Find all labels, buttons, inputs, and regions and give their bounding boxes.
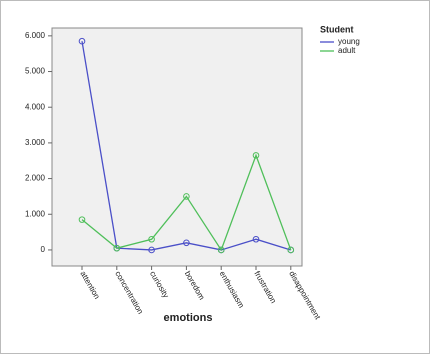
point-marker bbox=[252, 152, 260, 159]
x-axis-label: emotions bbox=[164, 312, 213, 324]
y-tick-label: 5.000 bbox=[25, 67, 46, 76]
point-marker bbox=[183, 193, 190, 200]
y-tick-label: 4.000 bbox=[25, 102, 46, 111]
point-marker bbox=[113, 244, 121, 252]
point-marker bbox=[78, 37, 86, 45]
y-tick-label: 3.000 bbox=[25, 138, 46, 147]
point-marker bbox=[148, 235, 155, 243]
y-tick-label: 6.000 bbox=[25, 31, 46, 40]
point-marker bbox=[78, 216, 86, 223]
y-tick-label: 1.000 bbox=[25, 209, 46, 218]
point-marker bbox=[217, 246, 225, 254]
point-marker bbox=[183, 239, 190, 247]
point-marker bbox=[252, 235, 260, 243]
legend-label: adult bbox=[338, 46, 356, 55]
legend-title: Student bbox=[320, 24, 354, 34]
legend-label: young bbox=[338, 37, 360, 46]
series-line bbox=[81, 153, 292, 252]
point-marker bbox=[287, 246, 295, 254]
point-marker bbox=[148, 246, 155, 254]
y-tick-label: 0 bbox=[41, 245, 46, 254]
plot-area bbox=[51, 27, 303, 267]
y-tick-label: 2.000 bbox=[25, 174, 46, 183]
